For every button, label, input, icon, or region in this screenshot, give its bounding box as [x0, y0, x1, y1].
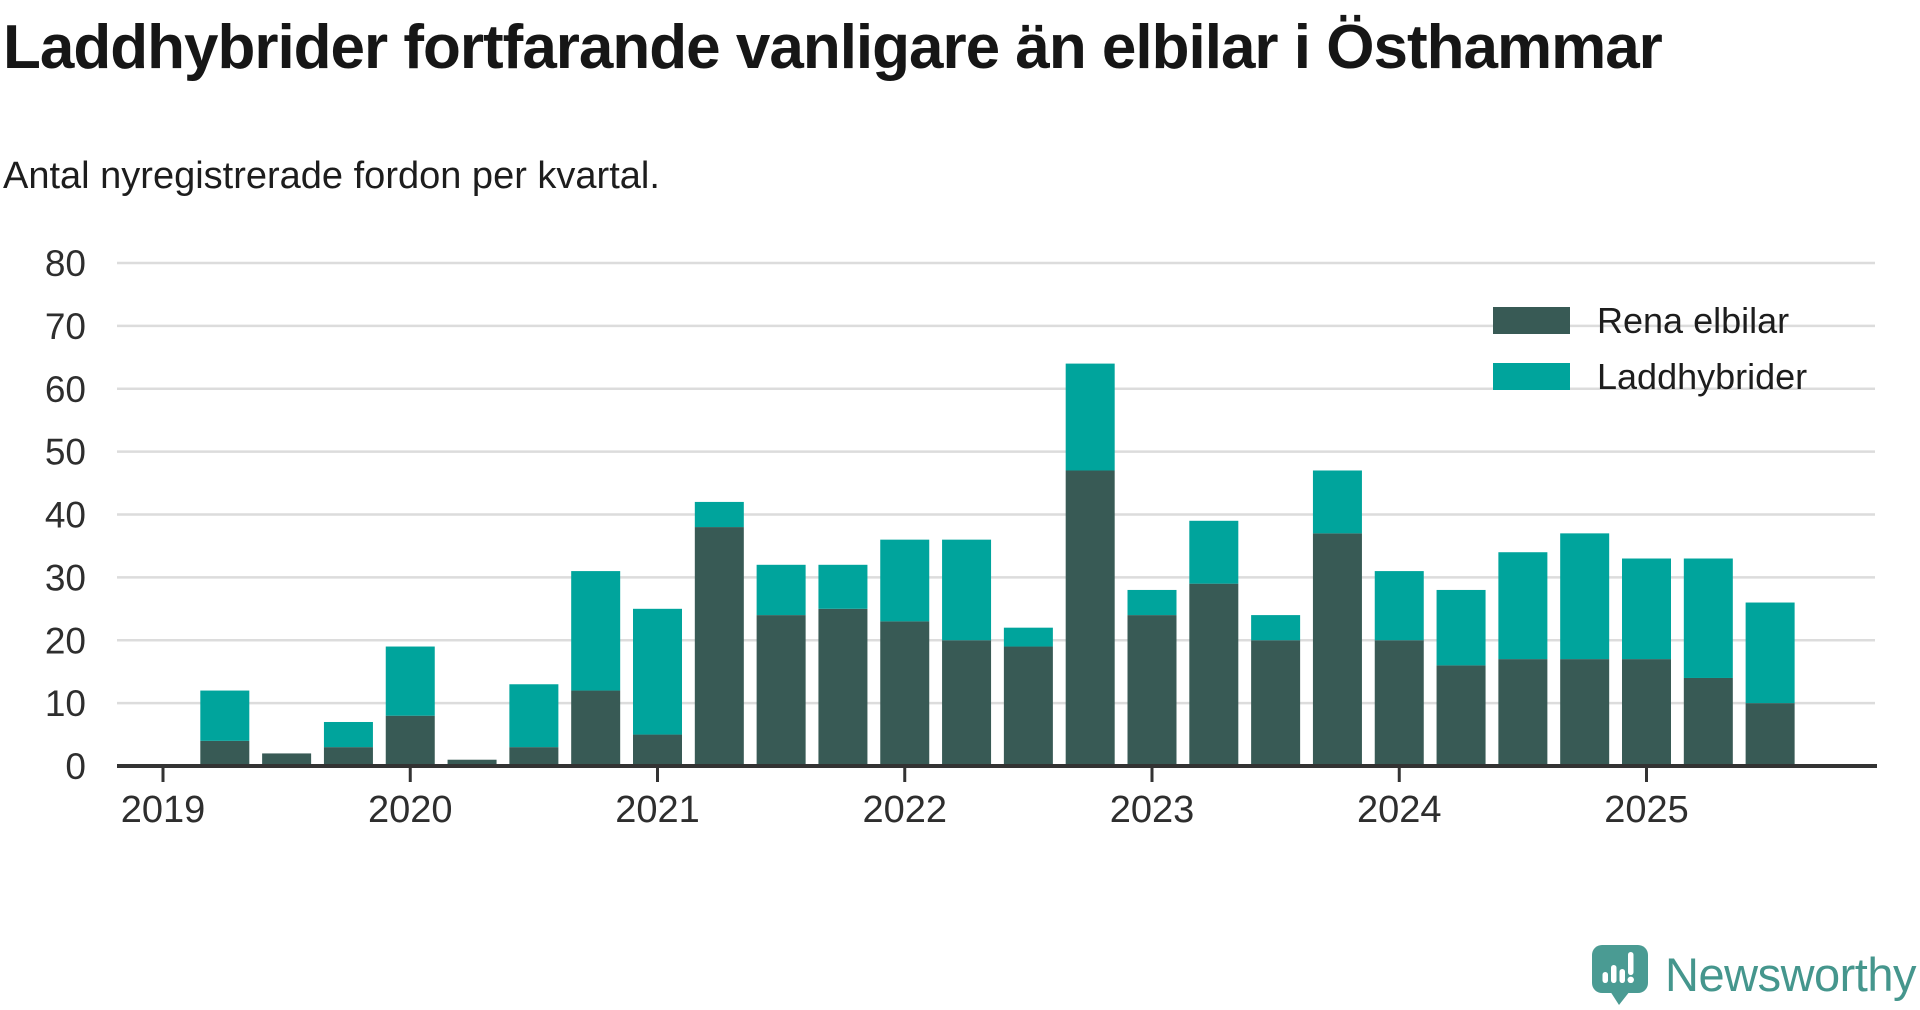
bar-2025-q1-laddhybrider	[1622, 558, 1671, 660]
bar-2020-q4-rena-elbilar	[571, 690, 621, 766]
x-axis-label-2020: 2020	[368, 789, 453, 831]
logo-exclamation-dot	[1627, 976, 1634, 983]
y-axis-label-40: 40	[45, 495, 86, 536]
bar-2024-q2-laddhybrider	[1436, 589, 1486, 666]
logo-bar-1	[1602, 972, 1609, 983]
logo-exclamation-bar	[1628, 952, 1634, 975]
y-axis-label-30: 30	[45, 557, 86, 598]
newsworthy-logo-text: Newsworthy	[1665, 948, 1916, 1001]
bar-2022-q2-rena-elbilar	[942, 640, 992, 766]
y-axis-label-70: 70	[45, 306, 86, 347]
bar-2020-q4-laddhybrider	[571, 571, 621, 691]
bar-2020-q1-laddhybrider	[385, 646, 435, 716]
bar-2021-q4-rena-elbilar	[818, 608, 868, 766]
bar-2023-q1-rena-elbilar	[1127, 615, 1177, 766]
bar-2021-q4-laddhybrider	[818, 564, 868, 609]
bar-2020-q2-rena-elbilar	[447, 759, 497, 766]
bar-2020-q3-rena-elbilar	[509, 747, 559, 766]
bar-2022-q1-laddhybrider	[880, 539, 930, 622]
bar-2024-q4-rena-elbilar	[1560, 659, 1610, 766]
logo-bubble	[1592, 945, 1649, 993]
bar-2024-q3-laddhybrider	[1498, 552, 1548, 660]
bar-2025-q3-laddhybrider	[1745, 602, 1795, 704]
bar-2021-q3-rena-elbilar	[756, 615, 806, 766]
y-axis-label-80: 80	[45, 243, 86, 284]
bar-2023-q4-laddhybrider	[1312, 470, 1362, 534]
bar-2022-q4-laddhybrider	[1065, 363, 1115, 471]
x-axis-label-2022: 2022	[862, 789, 947, 831]
bar-2021-q1-laddhybrider	[633, 608, 682, 735]
bar-2020-q3-laddhybrider	[509, 684, 559, 748]
bar-2020-q1-rena-elbilar	[385, 715, 435, 766]
y-axis-label-60: 60	[45, 369, 86, 410]
bar-2022-q3-rena-elbilar	[1003, 646, 1053, 766]
newsworthy-logo: Newsworthy	[1591, 944, 1916, 1006]
bar-2022-q4-rena-elbilar	[1065, 470, 1115, 766]
bar-2019-q3-rena-elbilar	[262, 753, 312, 766]
legend-label-rena-elbilar: Rena elbilar	[1597, 300, 1789, 341]
chart-title: Laddhybrider fortfarande vanligare än el…	[3, 13, 1663, 82]
x-axis-label-2021: 2021	[615, 789, 700, 831]
bar-2024-q3-rena-elbilar	[1498, 659, 1548, 766]
legend-label-laddhybrider: Laddhybrider	[1597, 356, 1807, 397]
bar-2019-q4-laddhybrider	[323, 721, 373, 748]
bar-2024-q2-rena-elbilar	[1436, 665, 1486, 766]
logo-bar-2	[1611, 965, 1617, 983]
bar-2025-q2-rena-elbilar	[1683, 677, 1733, 766]
bar-2019-q2-laddhybrider	[200, 690, 250, 741]
bar-2023-q3-laddhybrider	[1251, 615, 1301, 641]
bar-2021-q2-rena-elbilar	[694, 527, 744, 766]
bar-2025-q2-laddhybrider	[1683, 558, 1733, 678]
bar-2022-q1-rena-elbilar	[880, 621, 930, 766]
bar-2023-q3-rena-elbilar	[1251, 640, 1301, 766]
bar-2023-q1-laddhybrider	[1127, 589, 1177, 616]
x-axis-label-2019: 2019	[121, 789, 206, 831]
y-axis-label-0: 0	[65, 746, 86, 787]
logo-bubble-tail	[1610, 991, 1631, 1005]
x-axis-label-2024: 2024	[1357, 789, 1442, 831]
newsworthy-logo-icon	[1592, 945, 1649, 1005]
bar-2024-q1-laddhybrider	[1374, 571, 1424, 641]
bar-2024-q1-rena-elbilar	[1374, 640, 1424, 766]
bar-2025-q3-rena-elbilar	[1745, 703, 1795, 766]
bar-2023-q2-rena-elbilar	[1189, 583, 1239, 766]
bar-2021-q2-laddhybrider	[694, 501, 744, 528]
bar-2021-q3-laddhybrider	[756, 564, 806, 616]
bar-2022-q2-laddhybrider	[942, 539, 992, 641]
bar-2023-q4-rena-elbilar	[1312, 533, 1362, 766]
x-axis-label-2023: 2023	[1110, 789, 1195, 831]
x-axis-label-2025: 2025	[1604, 789, 1689, 831]
logo-bar-3	[1619, 969, 1626, 983]
legend-swatch-rena-elbilar	[1493, 307, 1570, 334]
bar-2023-q2-laddhybrider	[1189, 520, 1239, 584]
y-axis-label-50: 50	[45, 432, 86, 473]
bar-2021-q1-rena-elbilar	[633, 734, 682, 766]
y-axis-label-20: 20	[45, 620, 86, 661]
bar-2022-q3-laddhybrider	[1003, 627, 1053, 647]
bar-2019-q2-rena-elbilar	[200, 740, 250, 766]
y-axis-label-10: 10	[45, 683, 86, 724]
bar-2019-q4-rena-elbilar	[323, 747, 373, 766]
bar-2024-q4-laddhybrider	[1560, 533, 1610, 660]
legend-swatch-laddhybrider	[1493, 363, 1570, 390]
chart-subtitle: Antal nyregistrerade fordon per kvartal.	[3, 155, 660, 197]
x-axis-line	[117, 764, 1877, 768]
bar-2025-q1-rena-elbilar	[1622, 659, 1671, 766]
